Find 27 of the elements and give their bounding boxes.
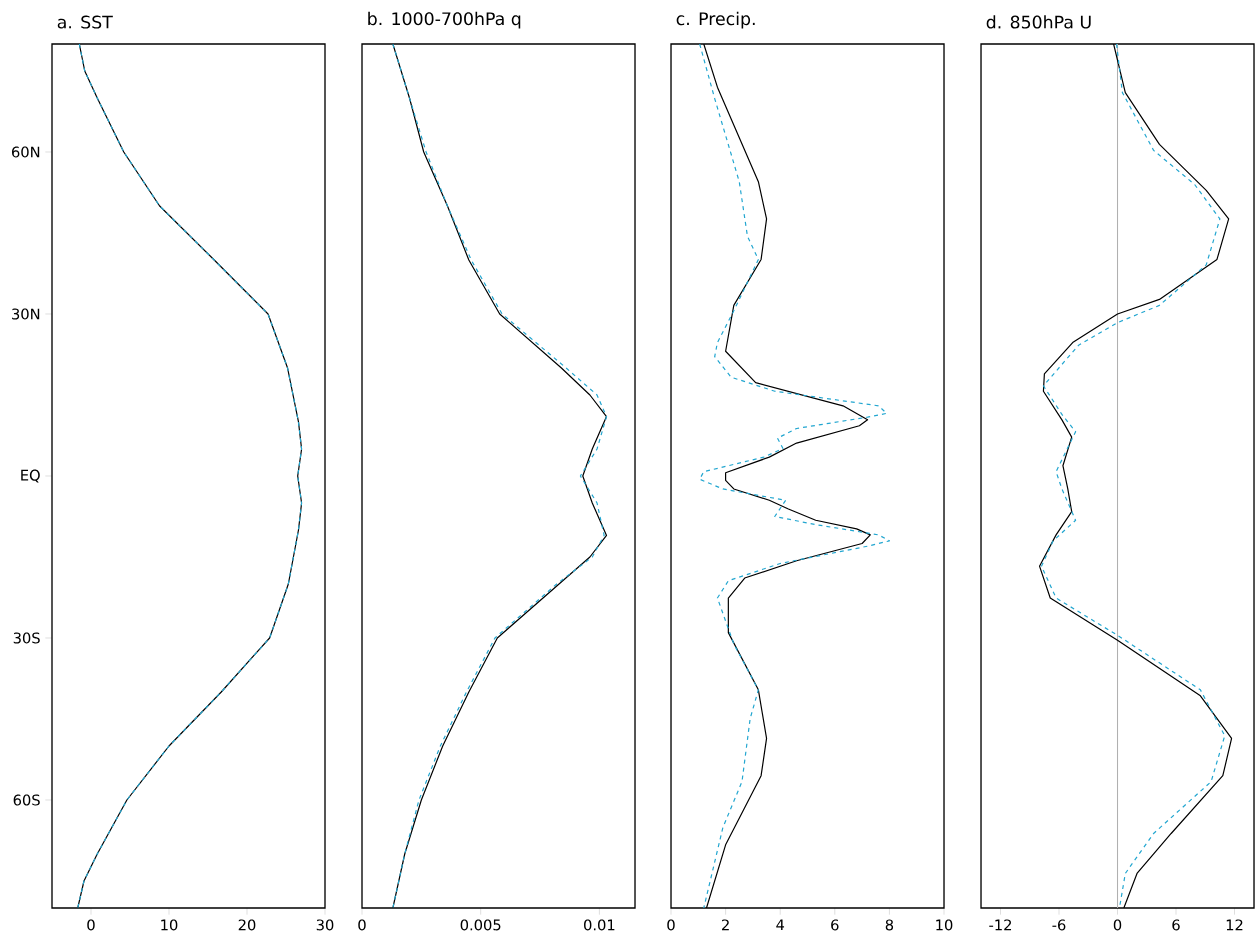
x-tick-label: 6	[831, 919, 839, 931]
x-tick-label: 4	[776, 919, 785, 931]
chart-title: c. Precip.	[676, 11, 755, 29]
x-tick-label: 30	[316, 919, 334, 931]
x-tick-label: 6	[1172, 919, 1180, 931]
x-tick-label: 0.01	[584, 919, 615, 931]
x-tick-label: 0	[358, 919, 366, 931]
chart-title: d. 850hPa U	[986, 15, 1091, 29]
x-tick-label: 20	[238, 919, 256, 931]
chart-title: b. 1000-700hPa q	[368, 11, 521, 29]
x-tick-label: 10	[161, 919, 178, 931]
x-tick-label: 8	[885, 919, 894, 931]
y-tick-label: 60S	[13, 794, 40, 806]
x-tick-label: 10	[936, 919, 953, 931]
x-tick-label: 0	[87, 919, 95, 931]
x-tick-label: 0	[1113, 919, 1122, 931]
x-tick-label: 0.005	[460, 919, 501, 931]
x-tick-label: -6	[1052, 919, 1066, 931]
x-tick-label: 0	[667, 919, 675, 931]
y-tick-label: 30N	[12, 308, 40, 320]
x-tick-label: -12	[989, 919, 1012, 931]
chart-title: a. SST	[57, 15, 113, 29]
x-tick-label: 12	[1226, 919, 1243, 931]
y-tick-label: EQ	[21, 469, 40, 483]
x-tick-label: 2	[722, 919, 729, 931]
y-tick-label: 30S	[13, 632, 40, 644]
y-tick-label: 60N	[12, 146, 40, 158]
